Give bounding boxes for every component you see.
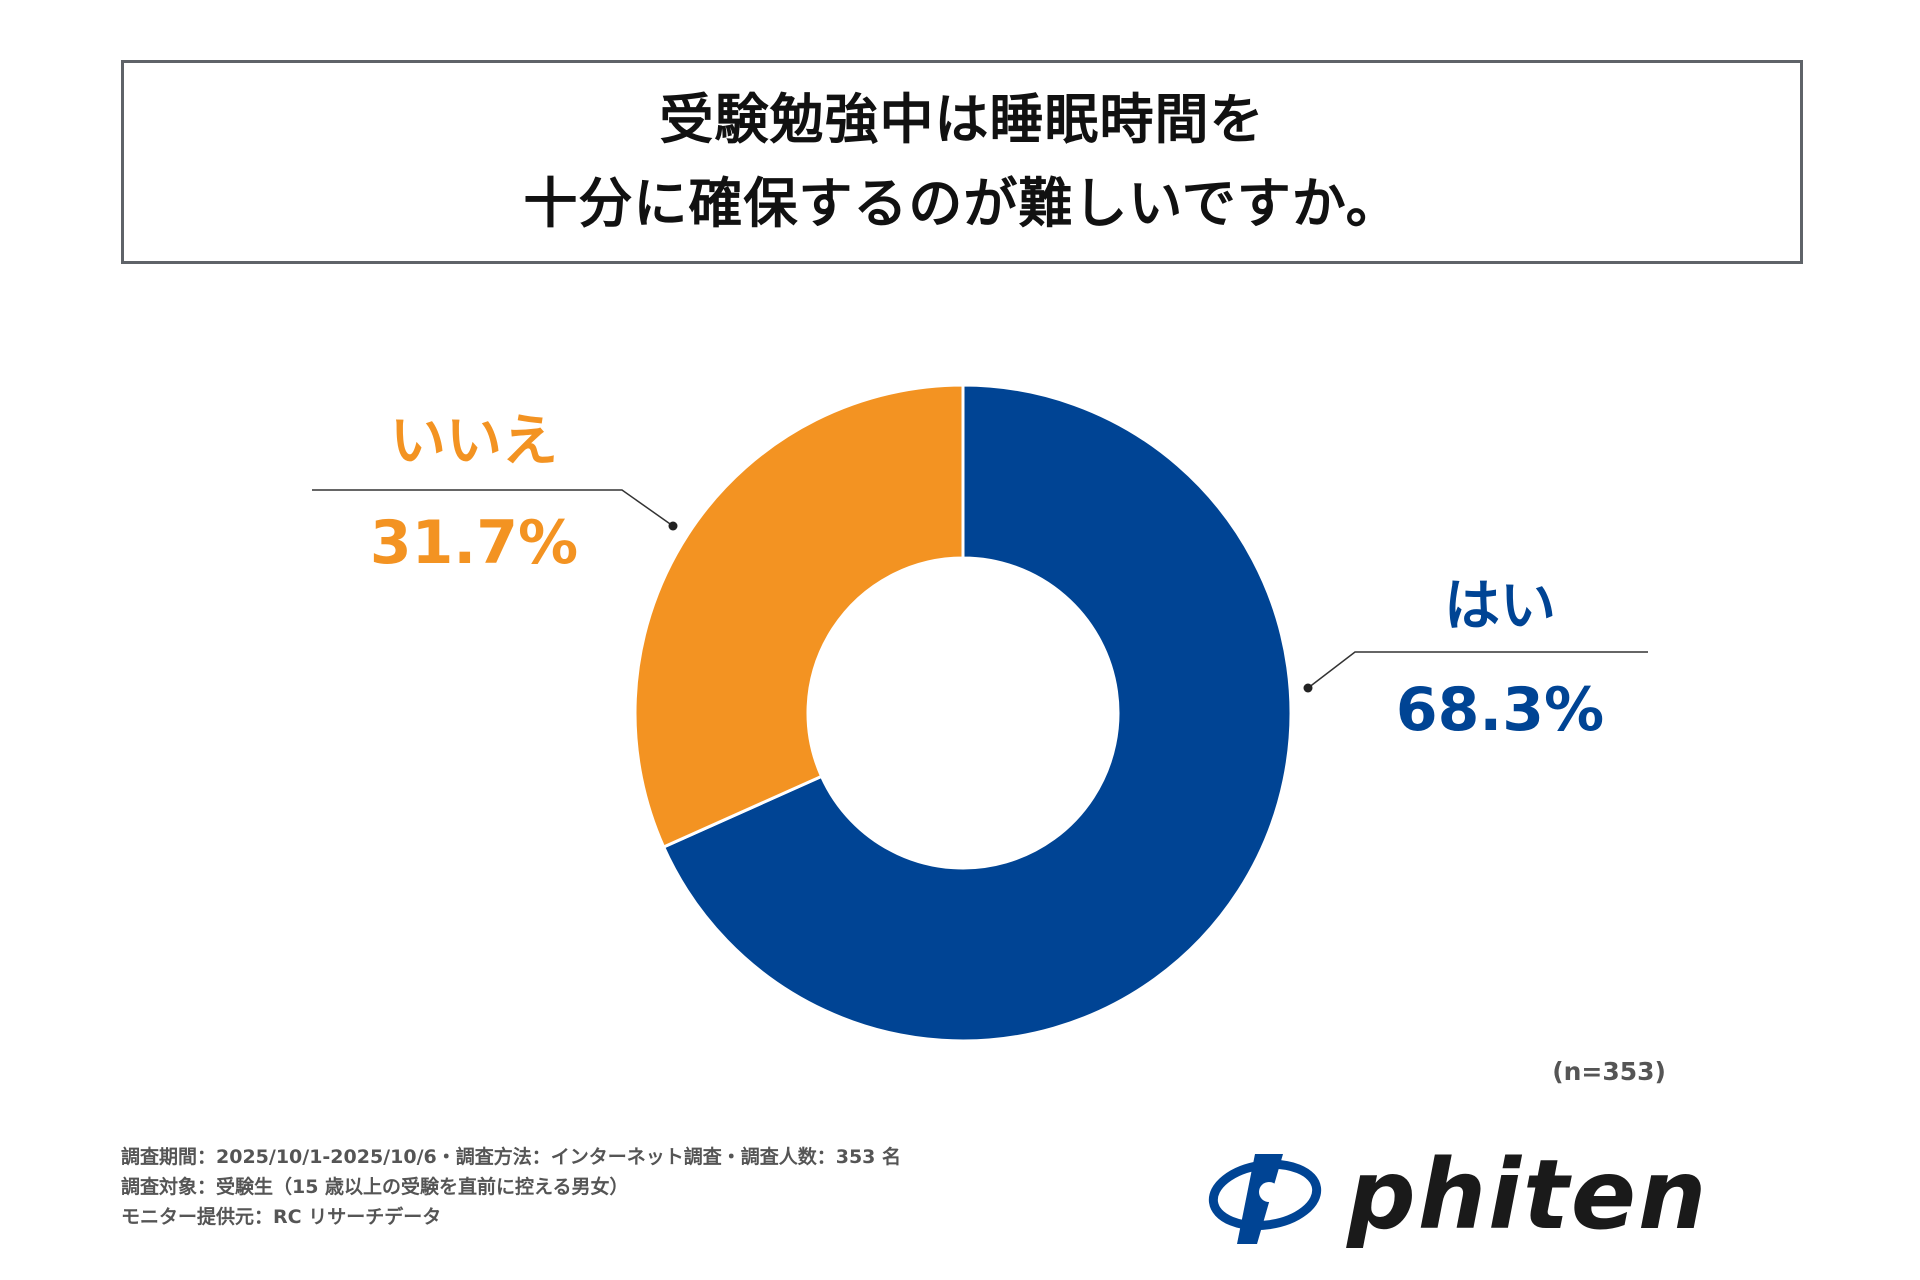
chart-title-line-1: 受験勉強中は睡眠時間を <box>659 88 1265 151</box>
donut-labels: はい 68.3% いいえ 31.7% <box>312 409 1648 745</box>
sample-size: (n=353) <box>1552 1057 1666 1086</box>
donut-slice-0 <box>661 383 1293 1043</box>
donut-slices <box>633 383 1293 1043</box>
slice-value-label-0: 68.3% <box>1396 675 1604 745</box>
donut-slice-1 <box>633 383 965 850</box>
phiten-logo: phiten <box>1195 1139 1815 1254</box>
survey-note-target: 調査対象：受験生（15 歳以上の受験を直前に控える男女） <box>121 1176 629 1198</box>
slice-value-label-1: 31.7% <box>370 508 578 578</box>
survey-note-source: モニター提供元：RC リサーチデータ <box>121 1206 442 1228</box>
leader-line-0 <box>1307 651 1648 689</box>
title-box: 受験勉強中は睡眠時間を 十分に確保するのが難しいですか。 <box>121 60 1803 264</box>
phiten-logo-mark-icon: phiten <box>1208 1139 1708 1251</box>
phiten-logo-text: phiten <box>1346 1140 1708 1250</box>
slice-label-0: はい <box>1444 574 1556 639</box>
leader-dot-1 <box>668 521 678 531</box>
slice-label-1: いいえ <box>390 409 558 474</box>
leader-line-1 <box>312 489 674 527</box>
survey-note-period: 調査期間：2025/10/1-2025/10/6・調査方法：インターネット調査・… <box>121 1146 902 1168</box>
leader-dot-0 <box>1303 683 1313 693</box>
chart-title-line-2: 十分に確保するのが難しいですか。 <box>523 172 1401 235</box>
survey-notes: 調査期間：2025/10/1-2025/10/6・調査方法：インターネット調査・… <box>121 1142 901 1232</box>
